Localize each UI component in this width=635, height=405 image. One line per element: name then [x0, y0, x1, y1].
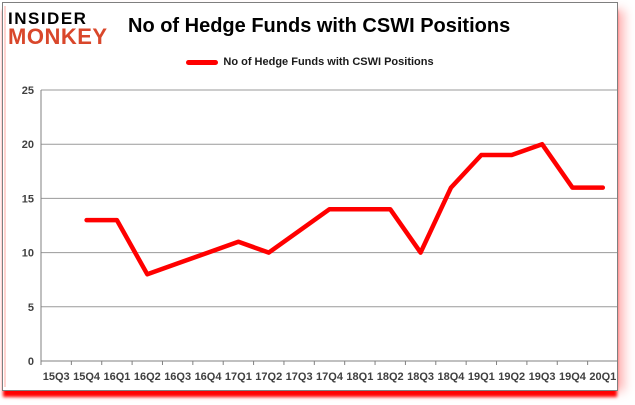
- svg-text:0: 0: [28, 356, 34, 368]
- svg-text:20Q1: 20Q1: [589, 371, 616, 383]
- svg-text:18Q2: 18Q2: [377, 371, 404, 383]
- svg-text:15: 15: [22, 193, 34, 205]
- svg-text:15Q4: 15Q4: [73, 371, 101, 383]
- svg-text:18Q1: 18Q1: [346, 371, 373, 383]
- svg-text:19Q4: 19Q4: [559, 371, 587, 383]
- svg-text:20: 20: [22, 139, 34, 151]
- svg-text:18Q3: 18Q3: [407, 371, 434, 383]
- svg-text:18Q4: 18Q4: [438, 371, 466, 383]
- svg-text:16Q1: 16Q1: [103, 371, 130, 383]
- svg-text:15Q3: 15Q3: [43, 371, 70, 383]
- legend-line-swatch: [186, 59, 219, 65]
- logo-insider-text: INSIDER: [8, 9, 88, 28]
- svg-text:16Q3: 16Q3: [164, 371, 191, 383]
- svg-text:10: 10: [22, 248, 34, 260]
- svg-text:16Q4: 16Q4: [195, 371, 223, 383]
- y-axis-labels: 0 5 10 15 20 25: [22, 85, 34, 368]
- svg-text:19Q1: 19Q1: [468, 371, 495, 383]
- svg-text:17Q4: 17Q4: [316, 371, 344, 383]
- logo-monkey-text: MONKEY: [8, 24, 108, 49]
- svg-text:17Q1: 17Q1: [225, 371, 252, 383]
- x-axis-labels: 15Q3 15Q4 16Q1 16Q2 16Q3 16Q4 17Q1 17Q2 17Q3 17Q4…: [43, 371, 617, 383]
- svg-text:17Q3: 17Q3: [286, 371, 313, 383]
- svg-text:16Q2: 16Q2: [134, 371, 161, 383]
- insider-monkey-logo: INSIDER MONKEY: [8, 10, 108, 48]
- chart-card: INSIDER MONKEY No of Hedge Funds with CS…: [2, 2, 618, 391]
- data-line-cswi: [84, 141, 606, 277]
- svg-text:17Q2: 17Q2: [255, 371, 282, 383]
- svg-text:19Q3: 19Q3: [529, 371, 556, 383]
- gridlines: [41, 89, 617, 308]
- svg-text:25: 25: [22, 85, 34, 97]
- axes: [40, 90, 617, 365]
- svg-text:19Q2: 19Q2: [498, 371, 525, 383]
- svg-text:5: 5: [28, 302, 34, 314]
- legend-label: No of Hedge Funds with CSWI Positions: [223, 56, 434, 68]
- chart-legend: No of Hedge Funds with CSWI Positions: [3, 56, 617, 68]
- chart-title: No of Hedge Funds with CSWI Positions: [128, 15, 511, 37]
